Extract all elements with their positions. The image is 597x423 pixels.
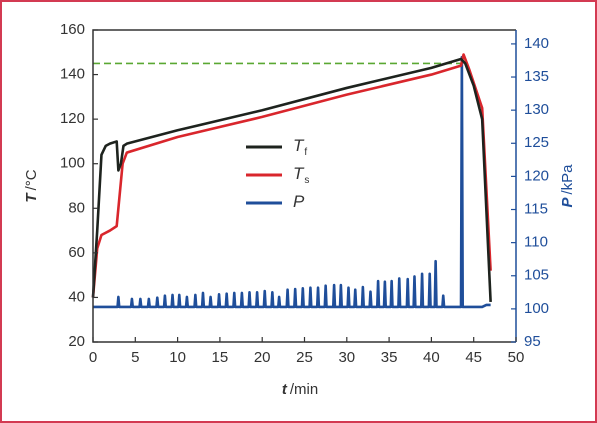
y-tick-label: 40 [68, 288, 85, 305]
legend-symbol: T [293, 164, 305, 183]
x-tick-label: 20 [254, 349, 271, 366]
x-tick-label: 15 [212, 349, 229, 366]
y2-tick-label: 100 [524, 300, 549, 317]
legend-label: Ts [293, 164, 309, 185]
series-line [93, 55, 491, 309]
legend-subscript: f [304, 147, 307, 158]
x-axis-title: t/min [282, 381, 318, 398]
y2-tick-label: 125 [524, 134, 549, 151]
y2-tick-label: 95 [524, 333, 541, 350]
x-tick-label: 5 [131, 349, 139, 366]
y-tick-label: 80 [68, 199, 85, 216]
y-tick-label: 140 [60, 66, 85, 83]
y2-tick-label: 130 [524, 101, 549, 118]
x-tick-label: 35 [381, 349, 398, 366]
x-tick-label: 25 [296, 349, 313, 366]
x-axis-unit: /min [290, 381, 318, 398]
y2-tick-label: 115 [524, 200, 548, 217]
y-tick-label: 120 [60, 110, 85, 127]
x-tick-label: 40 [423, 349, 440, 366]
x-tick-label: 45 [465, 349, 482, 366]
x-tick-label: 0 [89, 349, 97, 366]
x-tick-label: 30 [338, 349, 355, 366]
x-tick-label: 50 [508, 349, 525, 366]
y-axis-symbol: T [23, 192, 40, 203]
series-line [91, 53, 492, 298]
legend-subscript: s [304, 175, 309, 186]
series-line [91, 57, 492, 302]
legend-label: Tf [293, 136, 307, 157]
legend-symbol: T [293, 136, 305, 155]
y2-axis-symbol: P [559, 197, 576, 208]
y2-tick-label: 135 [524, 68, 549, 85]
y2-tick-label: 110 [524, 234, 548, 251]
y-tick-label: 60 [68, 244, 85, 261]
y-axis-unit: /°C [23, 169, 40, 190]
y-tick-label: 160 [60, 21, 85, 38]
y-axis-title: T /°C [23, 169, 40, 202]
y2-tick-label: 105 [524, 267, 549, 284]
y2-tick-label: 140 [524, 35, 549, 52]
y2-axis-unit: /kPa [559, 164, 576, 195]
legend-symbol: P [293, 192, 305, 211]
y2-axis-title: P/kPa [559, 164, 576, 208]
x-axis-symbol: t [282, 381, 288, 398]
legend-label: P [293, 192, 305, 211]
x-tick-label: 10 [169, 349, 186, 366]
y-tick-label: 20 [68, 333, 85, 350]
y2-tick-label: 120 [524, 167, 549, 184]
y-tick-label: 100 [60, 155, 85, 172]
